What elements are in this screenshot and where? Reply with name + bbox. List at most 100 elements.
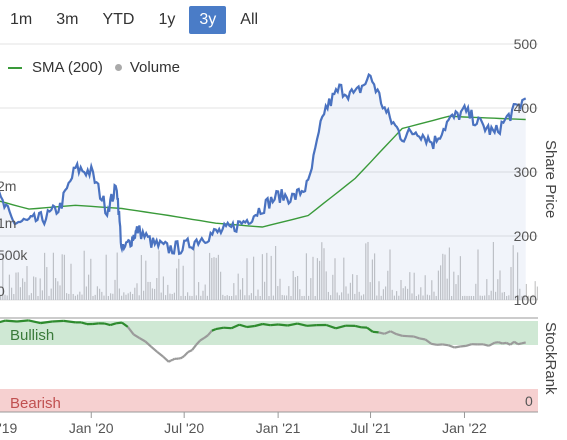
range-button-ytd[interactable]: YTD bbox=[102, 11, 135, 28]
range-button-all[interactable]: All bbox=[240, 11, 259, 28]
volume-bar bbox=[440, 265, 442, 300]
volume-bar bbox=[411, 293, 413, 300]
volume-bar bbox=[270, 255, 272, 300]
volume-bar bbox=[103, 295, 105, 300]
volume-bar bbox=[224, 295, 226, 300]
volume-bar bbox=[70, 263, 72, 300]
stockrank-segment bbox=[424, 338, 432, 345]
volume-bar bbox=[327, 291, 329, 300]
price-tick-label: 100 bbox=[514, 292, 538, 308]
stockrank-segment bbox=[488, 341, 496, 347]
volume-bar bbox=[33, 276, 35, 300]
volume-bar bbox=[354, 293, 356, 300]
volume-bar bbox=[17, 272, 19, 300]
volume-bar bbox=[385, 286, 387, 300]
volume-bar bbox=[519, 288, 521, 300]
volume-bar bbox=[11, 287, 13, 300]
volume-bar bbox=[149, 281, 151, 300]
volume-bar bbox=[367, 241, 369, 300]
volume-bar bbox=[61, 254, 63, 300]
stockrank-segment bbox=[505, 341, 511, 346]
volume-bar bbox=[79, 291, 81, 300]
range-button-1m[interactable]: 1m bbox=[10, 11, 33, 28]
volume-bar bbox=[160, 292, 162, 300]
x-tick-label: Jul '21 bbox=[351, 420, 391, 436]
volume-bar bbox=[114, 279, 116, 300]
volume-bar bbox=[118, 288, 120, 300]
volume-bar bbox=[305, 253, 307, 300]
stockrank-segment bbox=[168, 359, 172, 363]
volume-bar bbox=[220, 271, 222, 300]
volume-bar bbox=[528, 295, 530, 300]
volume-bar bbox=[88, 274, 90, 300]
volume-bar bbox=[310, 278, 312, 300]
stockrank-segment bbox=[183, 351, 189, 357]
stockrank-segment bbox=[176, 357, 179, 360]
volume-bar bbox=[431, 280, 433, 300]
volume-bar bbox=[391, 289, 393, 300]
volume-bar bbox=[382, 289, 384, 300]
volume-bar bbox=[512, 245, 514, 300]
price-area-fill bbox=[0, 74, 526, 300]
stockrank-segment bbox=[521, 341, 526, 345]
stockrank-segment bbox=[498, 341, 503, 345]
volume-bar bbox=[292, 270, 294, 300]
volume-bar bbox=[52, 252, 54, 300]
volume-bar bbox=[222, 294, 224, 300]
stockrank-segment bbox=[372, 330, 379, 334]
stockrank-segment bbox=[170, 358, 173, 362]
volume-bar bbox=[363, 294, 365, 300]
volume-bar bbox=[134, 287, 136, 300]
volume-bar bbox=[28, 295, 30, 300]
volume-bar bbox=[510, 267, 512, 300]
stockrank-segment bbox=[0, 319, 6, 324]
range-button-3m[interactable]: 3m bbox=[56, 11, 79, 28]
volume-bar bbox=[400, 279, 402, 300]
volume-bar bbox=[259, 296, 261, 300]
range-button-3y[interactable]: 3y bbox=[189, 6, 227, 34]
volume-bar bbox=[446, 278, 448, 300]
volume-bar bbox=[244, 295, 246, 300]
stockrank-segment bbox=[211, 328, 217, 332]
volume-bar bbox=[55, 278, 57, 300]
stockrank-segment bbox=[448, 344, 455, 349]
volume-bar bbox=[402, 288, 404, 300]
stockrank-segment bbox=[517, 342, 523, 346]
volume-bar bbox=[479, 295, 481, 300]
volume-bar bbox=[297, 275, 299, 300]
stockrank-segment bbox=[454, 345, 461, 349]
volume-bar bbox=[495, 291, 497, 300]
stockrank-segment bbox=[126, 326, 135, 336]
stockrank-segment bbox=[104, 322, 111, 327]
volume-bar bbox=[420, 287, 422, 300]
volume-bar bbox=[162, 276, 164, 300]
volume-bar bbox=[530, 295, 532, 300]
volume-bar bbox=[248, 295, 250, 300]
volume-bar bbox=[92, 295, 94, 300]
volume-bar bbox=[235, 295, 237, 300]
volume-bar bbox=[319, 260, 321, 300]
volume-tick-label: 1m bbox=[0, 215, 16, 231]
stockrank-segment bbox=[199, 337, 205, 342]
volume-bar bbox=[358, 291, 360, 300]
volume-tick-label: 500k bbox=[0, 247, 28, 263]
stockrank-segment bbox=[246, 324, 255, 329]
volume-bar bbox=[314, 295, 316, 300]
volume-bar bbox=[37, 295, 39, 300]
volume-bar bbox=[356, 275, 358, 300]
volume-bar bbox=[453, 271, 455, 300]
stockrank-segment bbox=[482, 343, 490, 347]
volume-bar bbox=[215, 257, 217, 300]
volume-bar bbox=[468, 295, 470, 300]
volume-bar bbox=[448, 247, 450, 300]
volume-bar bbox=[83, 250, 85, 300]
stockrank-segment bbox=[230, 323, 240, 330]
stockrank-segment bbox=[150, 345, 158, 353]
volume-bar bbox=[283, 295, 285, 300]
range-button-1y[interactable]: 1y bbox=[158, 11, 176, 28]
volume-bar bbox=[105, 254, 107, 300]
stockrank-segment bbox=[509, 340, 515, 346]
volume-bar bbox=[413, 272, 415, 300]
volume-bar bbox=[39, 278, 41, 300]
